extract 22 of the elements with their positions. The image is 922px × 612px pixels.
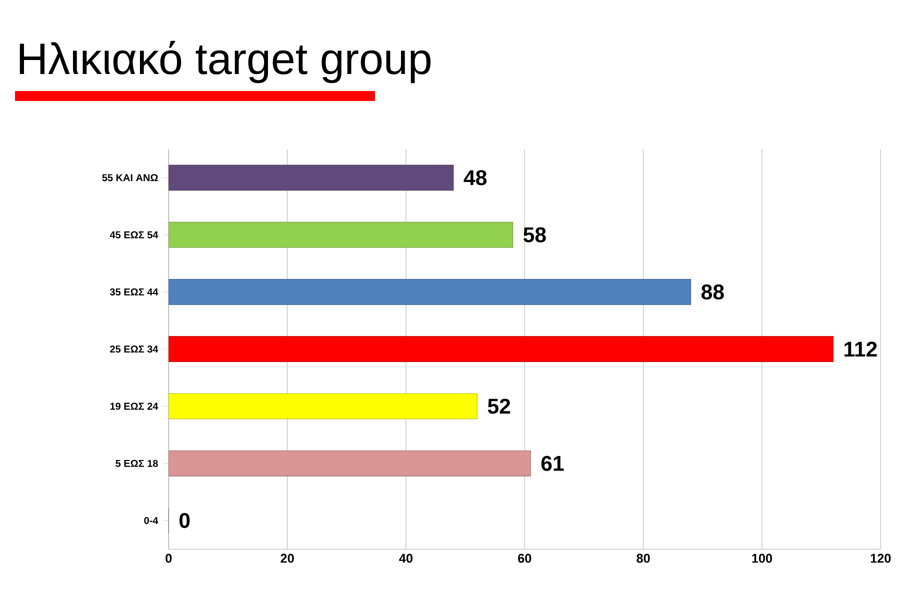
data-label: 58 xyxy=(523,227,546,242)
x-tick-label: 60 xyxy=(518,554,532,563)
data-label: 48 xyxy=(464,170,487,186)
y-tick-label: 25 ΕΩΣ 34 xyxy=(110,346,158,353)
x-tick-label: 100 xyxy=(752,554,772,563)
y-tick-label: 35 ΕΩΣ 44 xyxy=(110,288,158,296)
y-tick-label: 45 ΕΩΣ 54 xyxy=(110,231,158,238)
data-label: 61 xyxy=(541,456,564,471)
y-tick-label: 5 ΕΩΣ 18 xyxy=(116,460,158,467)
y-tick-label: 55 ΚΑΙ ΑΝΩ xyxy=(102,174,158,182)
y-tick-label: 0-4 xyxy=(144,516,158,524)
y-tick-label: 19 ΕΩΣ 24 xyxy=(110,402,158,410)
data-label: 0 xyxy=(180,512,190,528)
x-tick-label: 20 xyxy=(280,554,294,563)
data-label: 112 xyxy=(844,342,877,357)
data-label: 88 xyxy=(701,284,724,300)
data-label: 52 xyxy=(488,398,510,414)
x-tick-label: 80 xyxy=(636,554,650,563)
x-tick-label: 120 xyxy=(870,554,891,563)
x-tick-label: 40 xyxy=(399,554,412,563)
chart-title: Ηλικιακό target group xyxy=(20,40,431,84)
x-tick-label: 0 xyxy=(166,554,172,563)
